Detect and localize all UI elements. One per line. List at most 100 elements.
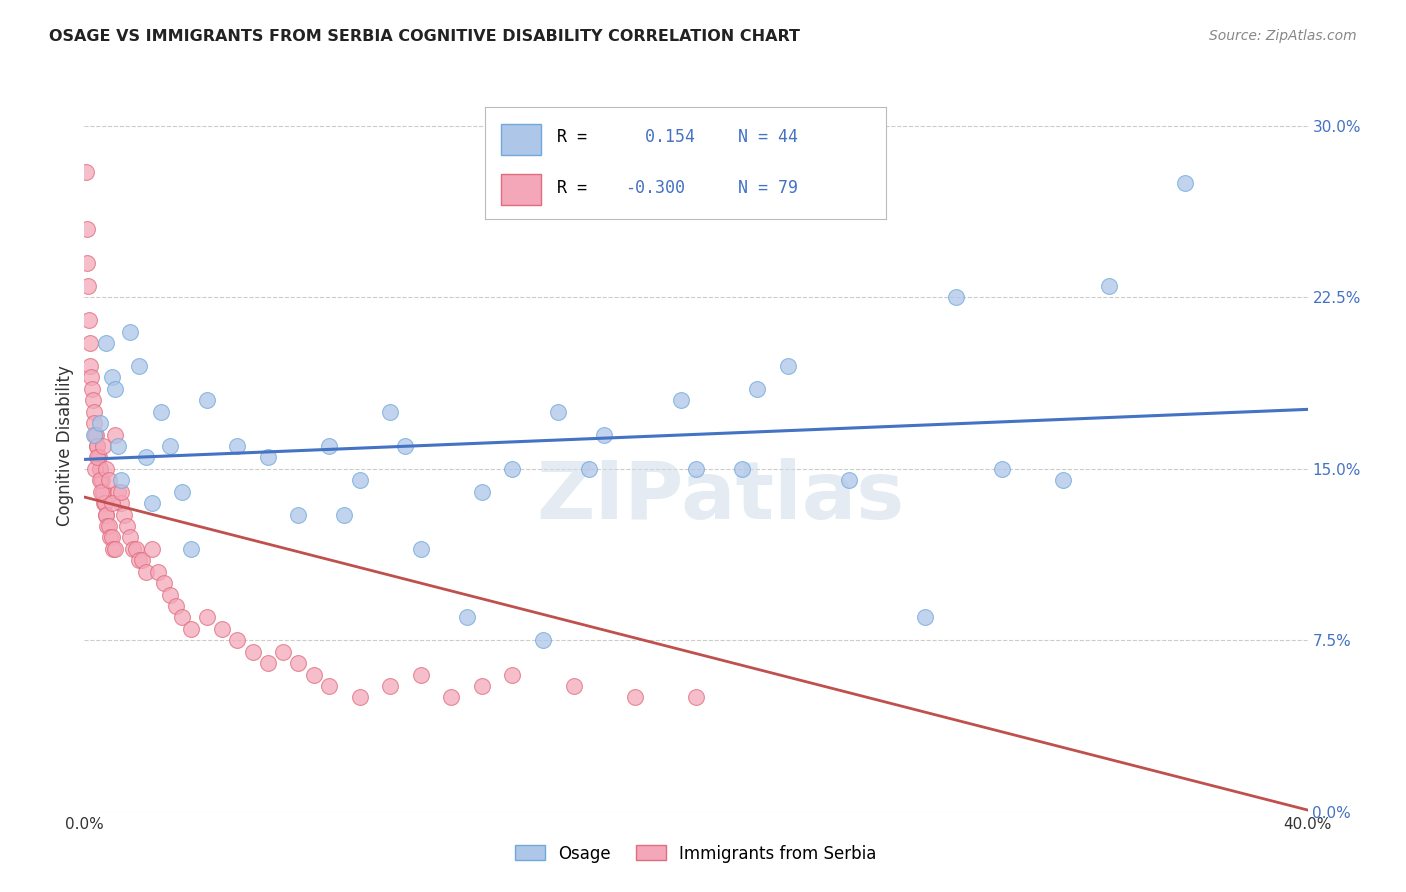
Point: [172, 610, 194, 624]
Point: [159, 588, 181, 602]
Point: [90, 484, 112, 499]
Point: [914, 610, 936, 624]
Point: [562, 679, 585, 693]
Point: [84, 427, 107, 442]
Point: [103, 541, 125, 556]
Point: [77, 313, 100, 327]
Text: OSAGE VS IMMIGRANTS FROM SERBIA COGNITIVE DISABILITY CORRELATION CHART: OSAGE VS IMMIGRANTS FROM SERBIA COGNITIV…: [49, 29, 800, 44]
Point: [1098, 279, 1121, 293]
Point: [211, 622, 233, 636]
Point: [80, 382, 103, 396]
Point: [146, 565, 169, 579]
Point: [731, 462, 754, 476]
Point: [409, 667, 432, 681]
Point: [86, 450, 108, 465]
Point: [318, 439, 340, 453]
Point: [89, 462, 111, 476]
Point: [82, 393, 104, 408]
Point: [128, 359, 150, 373]
Point: [153, 576, 176, 591]
Point: [226, 633, 249, 648]
Point: [593, 427, 616, 442]
Point: [115, 519, 138, 533]
Point: [75, 164, 97, 178]
Point: [159, 439, 181, 453]
Point: [149, 405, 172, 419]
Point: [502, 667, 524, 681]
FancyBboxPatch shape: [501, 124, 541, 155]
Point: [84, 427, 107, 442]
Point: [96, 519, 118, 533]
Point: [107, 484, 129, 499]
Point: [87, 450, 110, 465]
Point: [131, 553, 153, 567]
Point: [90, 473, 112, 487]
Point: [685, 690, 707, 705]
Point: [165, 599, 187, 613]
Point: [104, 541, 127, 556]
Point: [135, 450, 157, 465]
Point: [226, 439, 249, 453]
Point: [91, 484, 114, 499]
Point: [776, 359, 799, 373]
Point: [86, 439, 108, 453]
Point: [172, 484, 194, 499]
Text: R =: R =: [557, 128, 588, 146]
Point: [257, 656, 280, 670]
Point: [110, 496, 132, 510]
Point: [471, 679, 494, 693]
Point: [287, 656, 309, 670]
Point: [80, 370, 103, 384]
Point: [1052, 473, 1074, 487]
Point: [578, 462, 600, 476]
Text: N = 79: N = 79: [738, 179, 797, 197]
Point: [83, 416, 105, 430]
Point: [195, 393, 218, 408]
Point: [97, 519, 120, 533]
Point: [112, 508, 135, 522]
Point: [122, 541, 145, 556]
Point: [531, 633, 554, 648]
Point: [83, 405, 105, 419]
Text: ZIPatlas: ZIPatlas: [536, 458, 904, 536]
Point: [318, 679, 340, 693]
Point: [945, 290, 967, 304]
Point: [125, 541, 148, 556]
Point: [287, 508, 309, 522]
Point: [349, 473, 371, 487]
Text: Source: ZipAtlas.com: Source: ZipAtlas.com: [1209, 29, 1357, 43]
Point: [94, 508, 117, 522]
Point: [110, 473, 132, 487]
Point: [180, 541, 202, 556]
Point: [94, 496, 117, 510]
FancyBboxPatch shape: [501, 174, 541, 205]
Point: [141, 496, 163, 510]
Point: [110, 484, 132, 499]
Point: [101, 530, 124, 544]
Point: [101, 370, 124, 384]
Point: [104, 427, 127, 442]
Point: [302, 667, 325, 681]
Point: [838, 473, 860, 487]
Point: [242, 645, 264, 659]
Point: [104, 382, 127, 396]
Text: 0.154: 0.154: [626, 128, 696, 146]
Point: [349, 690, 371, 705]
Point: [79, 359, 101, 373]
Point: [96, 508, 118, 522]
Point: [84, 462, 107, 476]
Point: [79, 336, 101, 351]
Point: [685, 462, 707, 476]
Point: [195, 610, 218, 624]
Point: [257, 450, 280, 465]
Point: [180, 622, 202, 636]
Point: [89, 473, 111, 487]
Point: [83, 427, 105, 442]
Point: [624, 690, 647, 705]
Point: [135, 565, 157, 579]
Point: [91, 439, 114, 453]
Legend: Osage, Immigrants from Serbia: Osage, Immigrants from Serbia: [509, 838, 883, 869]
Y-axis label: Cognitive Disability: Cognitive Disability: [56, 366, 75, 526]
Point: [747, 382, 769, 396]
Point: [91, 473, 114, 487]
